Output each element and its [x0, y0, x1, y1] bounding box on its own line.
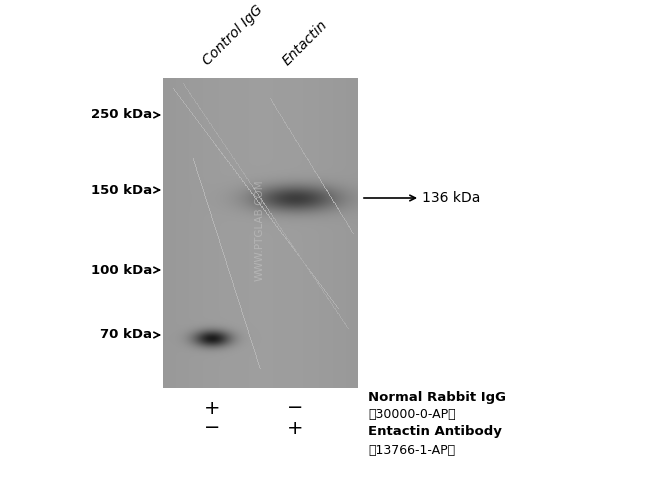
Text: 136 kDa: 136 kDa — [422, 191, 480, 205]
Text: 250 kDa: 250 kDa — [91, 108, 152, 122]
Text: 150 kDa: 150 kDa — [91, 183, 152, 197]
Text: 100 kDa: 100 kDa — [91, 264, 152, 277]
Text: +: + — [203, 399, 220, 418]
Text: −: − — [204, 419, 220, 438]
Text: Normal Rabbit IgG: Normal Rabbit IgG — [368, 391, 506, 405]
Text: 70 kDa: 70 kDa — [100, 328, 152, 342]
Text: （13766-1-AP）: （13766-1-AP） — [368, 444, 455, 456]
Text: Entactin Antibody: Entactin Antibody — [368, 426, 502, 439]
Text: Control IgG: Control IgG — [200, 2, 266, 68]
Text: Entactin: Entactin — [280, 18, 330, 68]
Text: （30000-0-AP）: （30000-0-AP） — [368, 408, 456, 422]
Text: −: − — [287, 399, 303, 418]
Text: +: + — [287, 419, 304, 438]
Text: WWW.PTGLAB.COM: WWW.PTGLAB.COM — [255, 179, 265, 281]
